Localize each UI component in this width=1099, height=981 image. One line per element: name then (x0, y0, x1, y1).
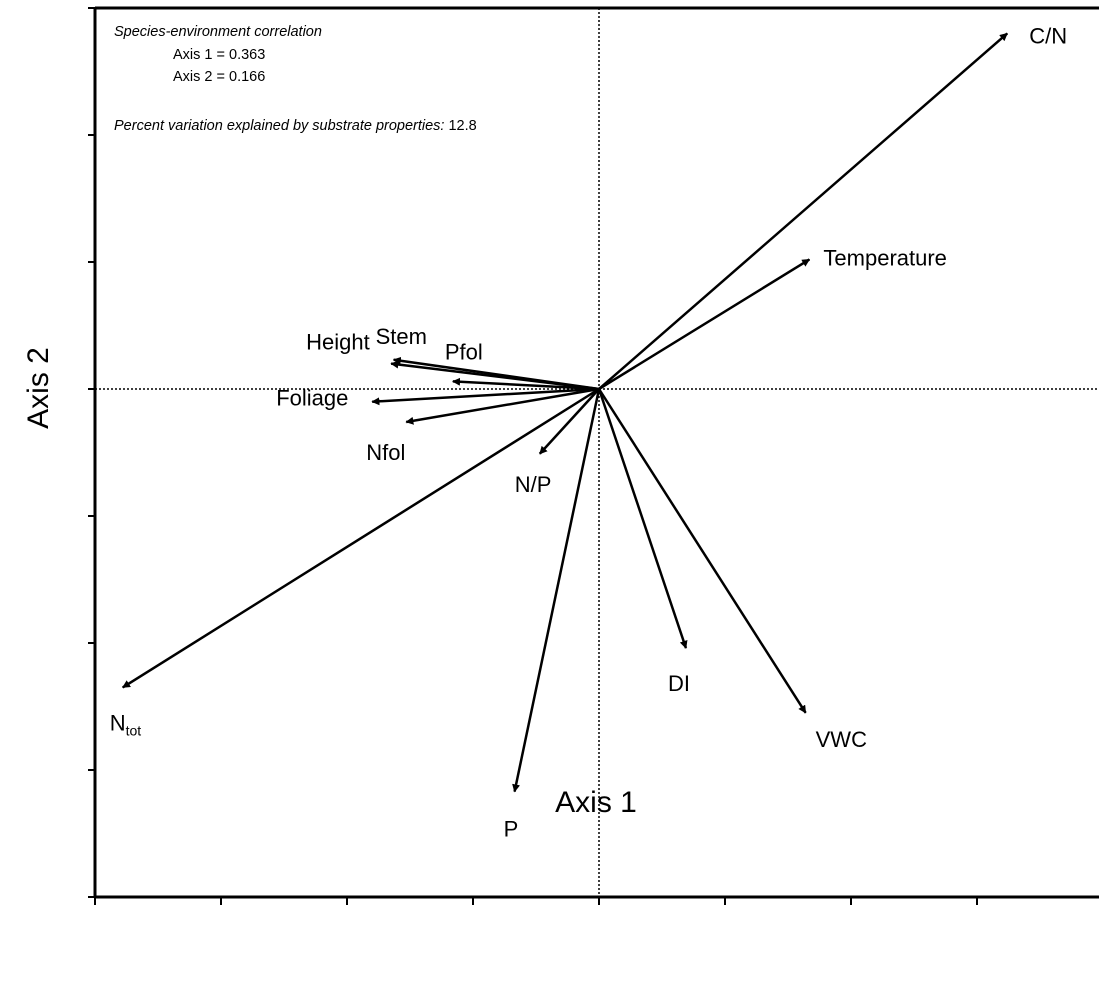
annotation-percent-label: Percent variation explained by substrate… (114, 118, 444, 134)
vectors (122, 32, 1009, 793)
vector-label-stem: Stem (376, 324, 427, 349)
vector-arrow-ntot (122, 387, 600, 689)
vector-label-di: DI (668, 671, 690, 696)
vector-arrow-vwc (597, 388, 807, 714)
vector-arrow-n-p (538, 388, 600, 455)
vector-label-ntot: Ntot (110, 710, 142, 738)
vector-arrow-foliage (371, 387, 600, 406)
annotation-axis1: Axis 1 = 0.363 (173, 47, 265, 63)
annotation-heading: Species-environment correlation (114, 24, 322, 40)
vector-label-foliage: Foliage (276, 386, 348, 411)
plot-frame (93, 6, 1099, 899)
y-axis-title: Axis 2 (22, 347, 55, 429)
vector-label-height: Height (306, 330, 370, 355)
vector-arrow-c-n (598, 32, 1009, 390)
vector-arrow-di (597, 388, 688, 649)
annotation-percent: Percent variation explained by substrate… (114, 118, 477, 134)
vector-label-c-n: C/N (1029, 23, 1067, 48)
vector-arrow-height (390, 360, 600, 391)
vector-label-nfol: Nfol (366, 440, 405, 465)
vector-arrow-temperature (598, 258, 811, 391)
annotation-percent-value: 12.8 (444, 118, 476, 134)
vector-label-pfol: Pfol (445, 339, 483, 364)
correlation-annotation: Species-environment correlation Axis 1 =… (114, 24, 477, 134)
vector-arrow-pfol (452, 377, 600, 391)
vector-label-n-p: N/P (515, 472, 552, 497)
vector-arrow-nfol (405, 387, 600, 425)
vector-label-vwc: VWC (816, 727, 867, 752)
vector-labels: C/N Temperature Stem Pfol Height Foliage Nfol N… (110, 23, 1067, 841)
annotation-axis2: Axis 2 = 0.166 (173, 69, 265, 85)
x-axis-title: Axis 1 (555, 786, 637, 819)
axis-ticks (88, 7, 978, 905)
vector-label-temperature: Temperature (823, 245, 947, 270)
vector-label-p: P (504, 817, 519, 842)
reference-lines (95, 8, 1099, 897)
vector-arrow-p (512, 388, 601, 793)
